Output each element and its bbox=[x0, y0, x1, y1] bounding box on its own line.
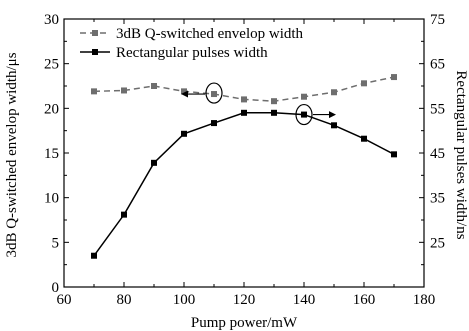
series-1-point bbox=[91, 252, 97, 259]
legend-marker-1 bbox=[92, 49, 98, 55]
x-tick-label: 180 bbox=[413, 292, 436, 308]
series-1-point bbox=[361, 135, 367, 142]
legend-label-0: 3dB Q-switched envelop width bbox=[116, 26, 304, 42]
y-left-tick-label: 20 bbox=[44, 101, 59, 117]
y-left-axis-title: 3dB Q-switched envelop width/μs bbox=[4, 52, 20, 257]
series-1-point bbox=[331, 122, 337, 129]
x-tick-label: 140 bbox=[293, 292, 316, 308]
y-right-tick-label: 25 bbox=[430, 235, 445, 251]
series-0-point bbox=[241, 96, 247, 103]
x-axis-title: Pump power/mW bbox=[191, 315, 298, 331]
annotation-circle-left bbox=[205, 82, 223, 104]
series-0-point bbox=[211, 91, 217, 98]
annotation-circle-right bbox=[295, 103, 313, 126]
series-1-point bbox=[151, 159, 157, 166]
series-1-point bbox=[241, 109, 247, 116]
y-left-tick-label: 0 bbox=[52, 280, 60, 296]
y-left-tick-label: 5 bbox=[52, 235, 60, 251]
series-0-point bbox=[271, 98, 277, 105]
series-1-point bbox=[391, 151, 397, 158]
series-0-point bbox=[301, 93, 307, 100]
y-right-tick-label: 75 bbox=[430, 12, 445, 28]
series-1-point bbox=[211, 120, 217, 127]
y-right-tick-label: 65 bbox=[430, 57, 445, 73]
series-0-point bbox=[121, 87, 127, 94]
series-0-point bbox=[181, 88, 187, 95]
y-right-tick-label: 55 bbox=[430, 101, 445, 117]
series-1-point bbox=[301, 111, 307, 118]
y-right-tick-label: 45 bbox=[430, 146, 445, 162]
legend-marker-0 bbox=[92, 30, 98, 36]
x-tick-label: 80 bbox=[117, 292, 132, 308]
series-1-point bbox=[121, 211, 127, 218]
y-left-tick-label: 10 bbox=[44, 191, 59, 207]
x-tick-label: 60 bbox=[57, 292, 72, 308]
x-tick-label: 120 bbox=[233, 292, 256, 308]
y-left-tick-label: 30 bbox=[44, 12, 59, 28]
series-0-point bbox=[361, 80, 367, 87]
arrowhead-right-icon bbox=[329, 111, 336, 119]
y-right-axis-title: Rectangular pulses width/ns bbox=[453, 70, 469, 239]
series-0-point bbox=[331, 89, 337, 96]
series-0-point bbox=[91, 88, 97, 95]
x-tick-label: 100 bbox=[173, 292, 196, 308]
series-0-point bbox=[151, 83, 157, 89]
series-1-point bbox=[181, 130, 187, 137]
y-left-tick-label: 15 bbox=[44, 146, 59, 162]
arrowhead-left-icon bbox=[181, 90, 188, 98]
x-tick-label: 160 bbox=[353, 292, 376, 308]
legend-label-1: Rectangular pulses width bbox=[116, 45, 268, 61]
y-left-tick-label: 25 bbox=[44, 57, 59, 73]
series-1-point bbox=[271, 109, 277, 116]
series-0-point bbox=[391, 74, 397, 81]
series-line-1 bbox=[93, 112, 395, 257]
y-right-tick-label: 35 bbox=[430, 191, 445, 207]
